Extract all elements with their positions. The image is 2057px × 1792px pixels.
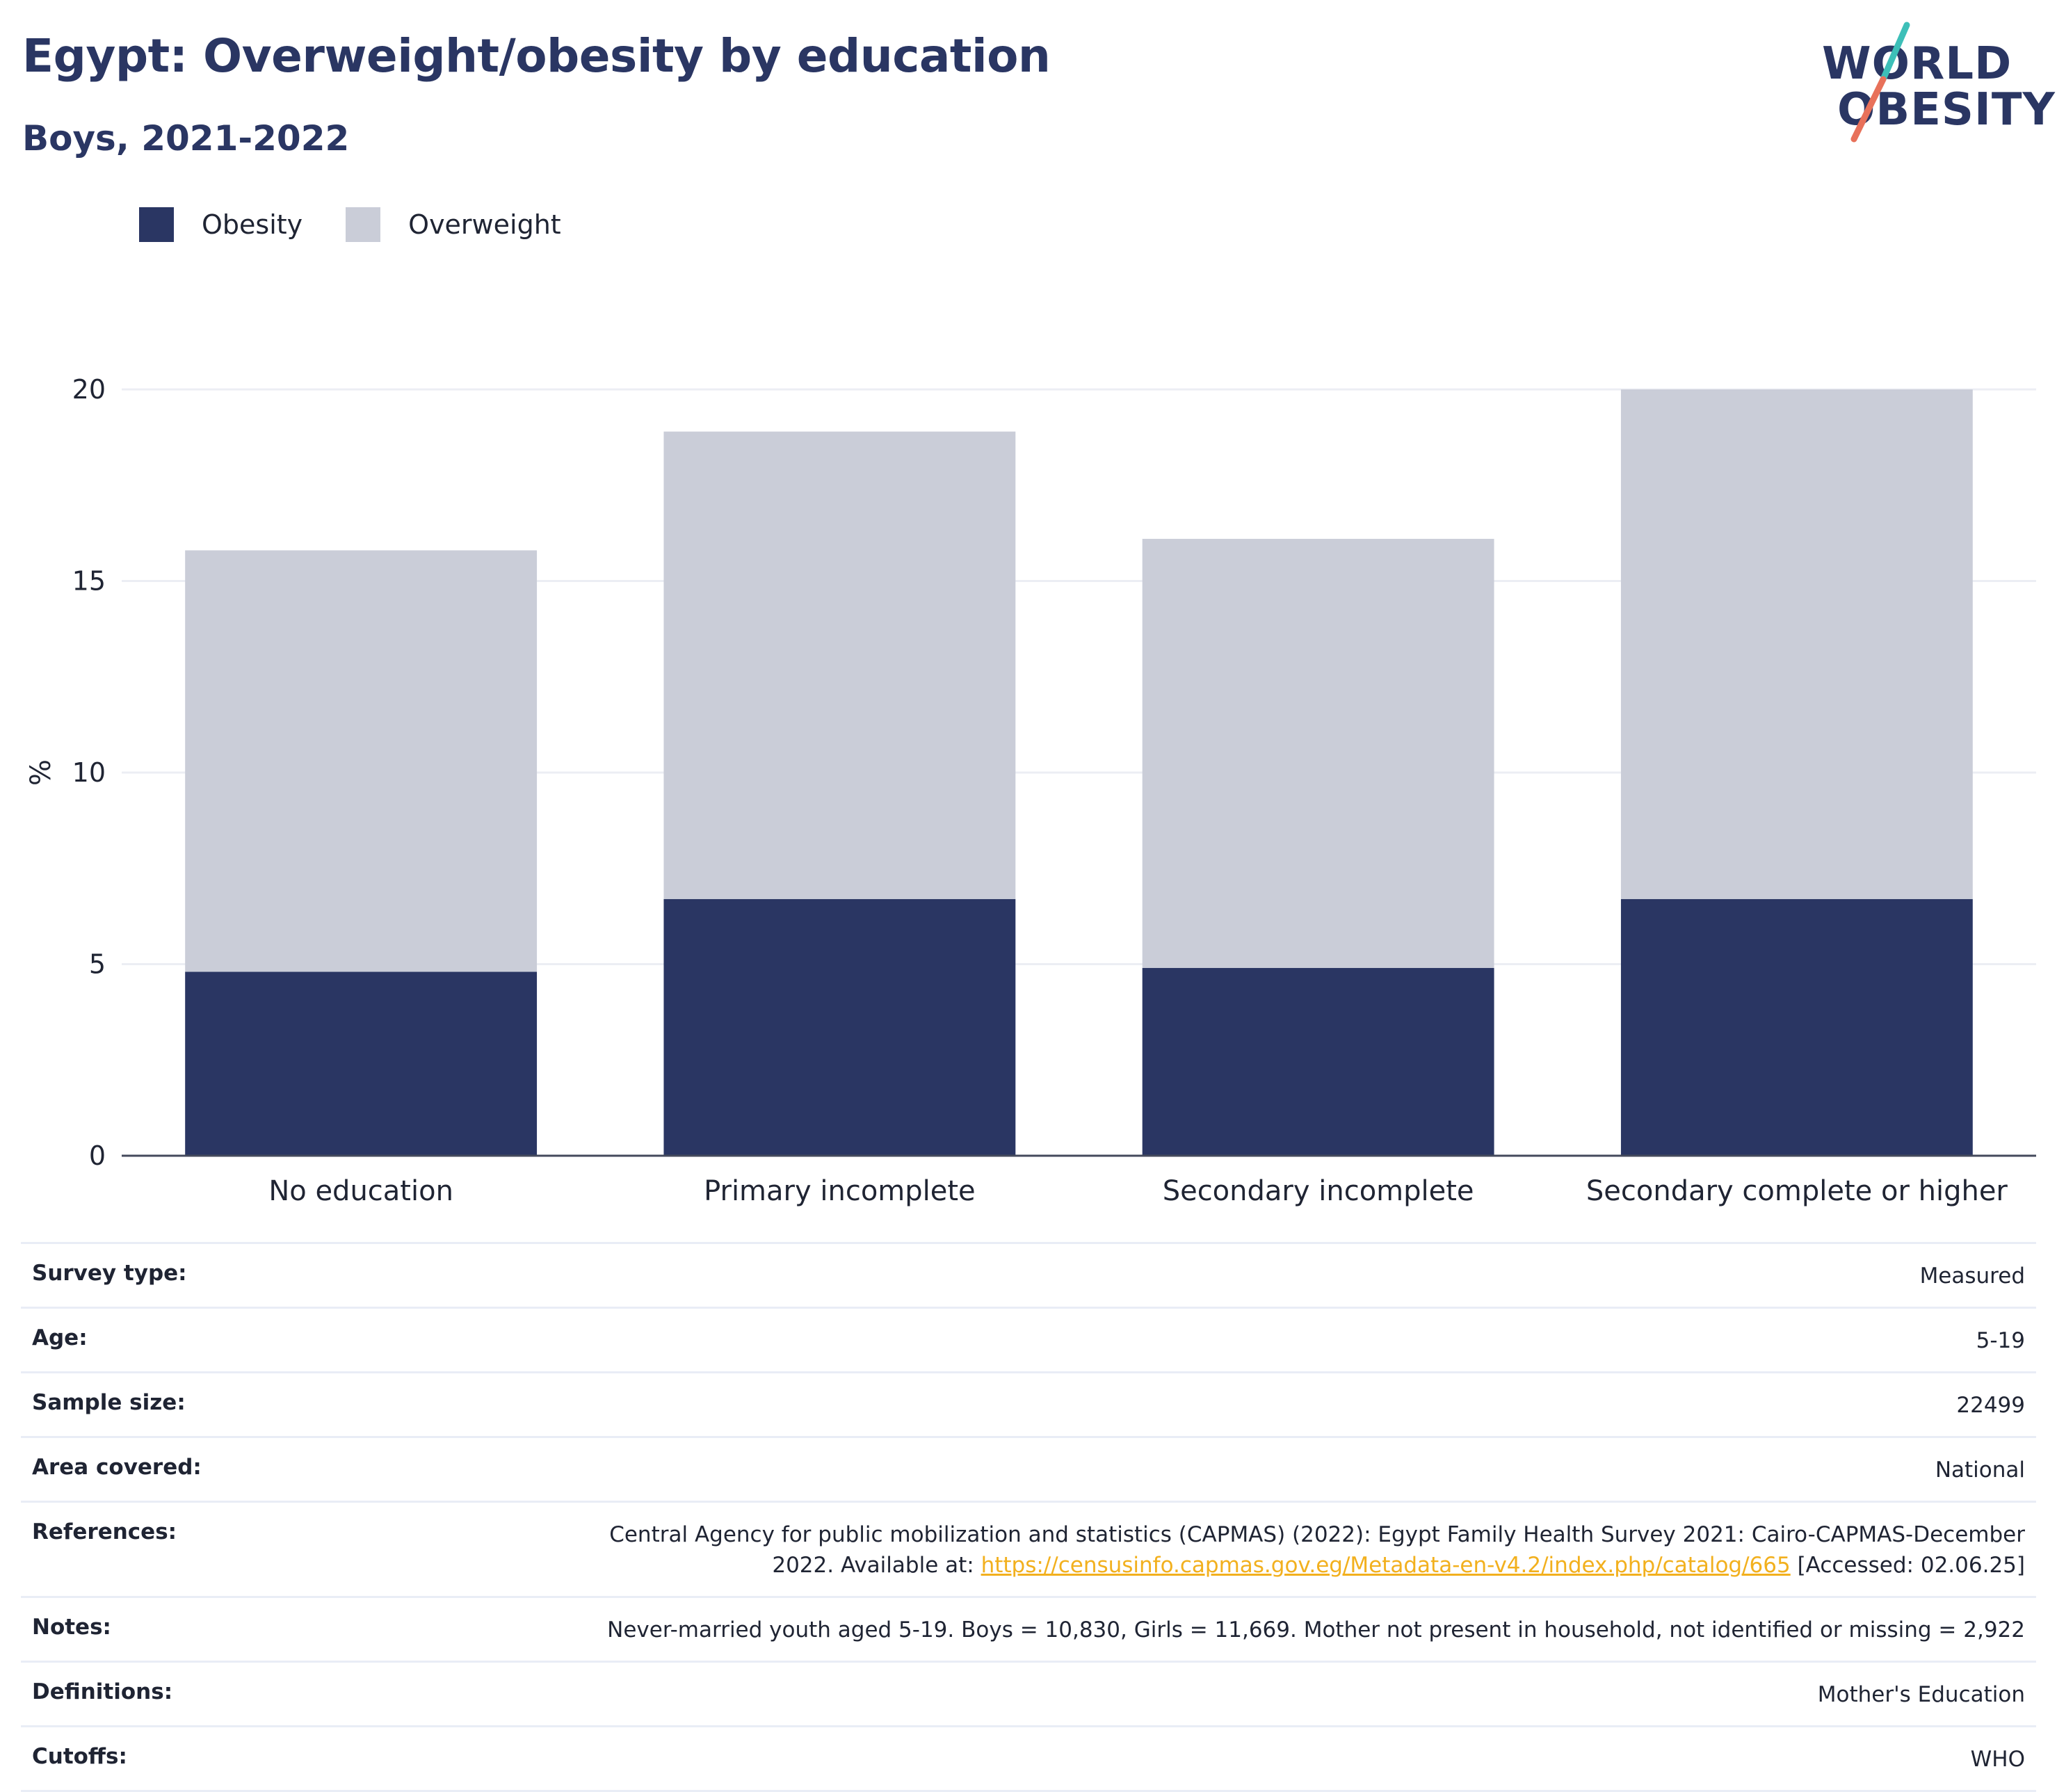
meta-key-cutoffs: Cutoffs: (32, 1744, 127, 1770)
legend-swatch-overweight (346, 207, 381, 242)
x-category-label-3: Secondary complete or higher (1586, 1175, 2008, 1207)
meta-value-area: National (1935, 1458, 2025, 1483)
meta-row-age: Age: 5-19 (21, 1307, 2036, 1371)
references-accessed: [Accessed: 02.06.25] (1790, 1553, 2025, 1579)
meta-key-sample-size: Sample size: (32, 1390, 186, 1416)
bar-obesity-1 (663, 898, 1016, 1156)
y-tick-label-15: 15 (72, 566, 106, 597)
x-category-label-1: Primary incomplete (704, 1175, 976, 1207)
references-text: Central Agency for public mobilization a… (609, 1522, 2025, 1579)
legend-item-overweight: Overweight (346, 207, 561, 242)
world-obesity-logo: WORLD OBESITY (1808, 21, 2055, 146)
meta-row-definitions: Definitions: Mother's Education (21, 1661, 2036, 1725)
meta-row-sample-size: Sample size: 22499 (21, 1371, 2036, 1436)
page-subtitle: Boys, 2021-2022 (22, 118, 350, 159)
y-axis-title: % (25, 759, 57, 786)
bar-overweight-1 (663, 431, 1016, 899)
meta-row-notes: Notes: Never-married youth aged 5-19. Bo… (21, 1596, 2036, 1661)
y-tick-label-5: 5 (89, 949, 106, 980)
meta-row-area: Area covered: National (21, 1436, 2036, 1501)
legend-label-overweight: Overweight (408, 209, 561, 240)
meta-value-age: 5-19 (1976, 1328, 2025, 1354)
bar-obesity-0 (185, 971, 538, 1156)
meta-value-survey-type: Measured (1919, 1264, 2025, 1289)
meta-key-notes: Notes: (32, 1615, 111, 1640)
y-tick-label-0: 0 (89, 1140, 106, 1171)
meta-key-references: References: (32, 1519, 177, 1545)
meta-value-references: Central Agency for public mobilization a… (565, 1519, 2025, 1581)
meta-key-age: Age: (32, 1325, 88, 1351)
legend-label-obesity: Obesity (202, 209, 303, 240)
y-tick-label-20: 20 (72, 374, 106, 405)
metadata-table: Survey type: Measured Age: 5-19 Sample s… (21, 1242, 2036, 1792)
chart-legend: Obesity Overweight (139, 207, 604, 242)
meta-value-cutoffs: WHO (1970, 1747, 2025, 1773)
meta-row-cutoffs: Cutoffs: WHO (21, 1725, 2036, 1792)
page-title: Egypt: Overweight/obesity by education (22, 29, 1051, 83)
bar-obesity-2 (1142, 968, 1494, 1156)
bar-obesity-3 (1620, 898, 1973, 1156)
x-category-label-2: Secondary incomplete (1163, 1175, 1474, 1207)
references-link[interactable]: https://censusinfo.capmas.gov.eg/Metadat… (981, 1553, 1791, 1579)
y-tick-label-10: 10 (72, 757, 106, 788)
meta-row-survey-type: Survey type: Measured (21, 1242, 2036, 1307)
stacked-bar-chart: 0 5 10 15 20% No education Primary incomplete S… (25, 374, 2036, 1207)
logo-slash-icon (1850, 22, 1910, 143)
meta-key-definitions: Definitions: (32, 1679, 173, 1705)
bar-overweight-2 (1142, 538, 1494, 969)
meta-key-survey-type: Survey type: (32, 1261, 187, 1286)
meta-key-area: Area covered: (32, 1455, 202, 1480)
meta-value-notes: Never-married youth aged 5-19. Boys = 10… (607, 1617, 2025, 1643)
logo-text-line1: WORLD (1822, 38, 2012, 90)
meta-row-references: References: Central Agency for public mo… (21, 1501, 2036, 1596)
meta-value-definitions: Mother's Education (1817, 1682, 2025, 1708)
meta-value-sample-size: 22499 (1956, 1393, 2025, 1419)
bar-overweight-3 (1620, 389, 1973, 899)
bar-overweight-0 (185, 550, 538, 972)
x-category-label-0: No education (268, 1175, 453, 1207)
legend-item-obesity: Obesity (139, 207, 302, 242)
legend-swatch-obesity (139, 207, 174, 242)
